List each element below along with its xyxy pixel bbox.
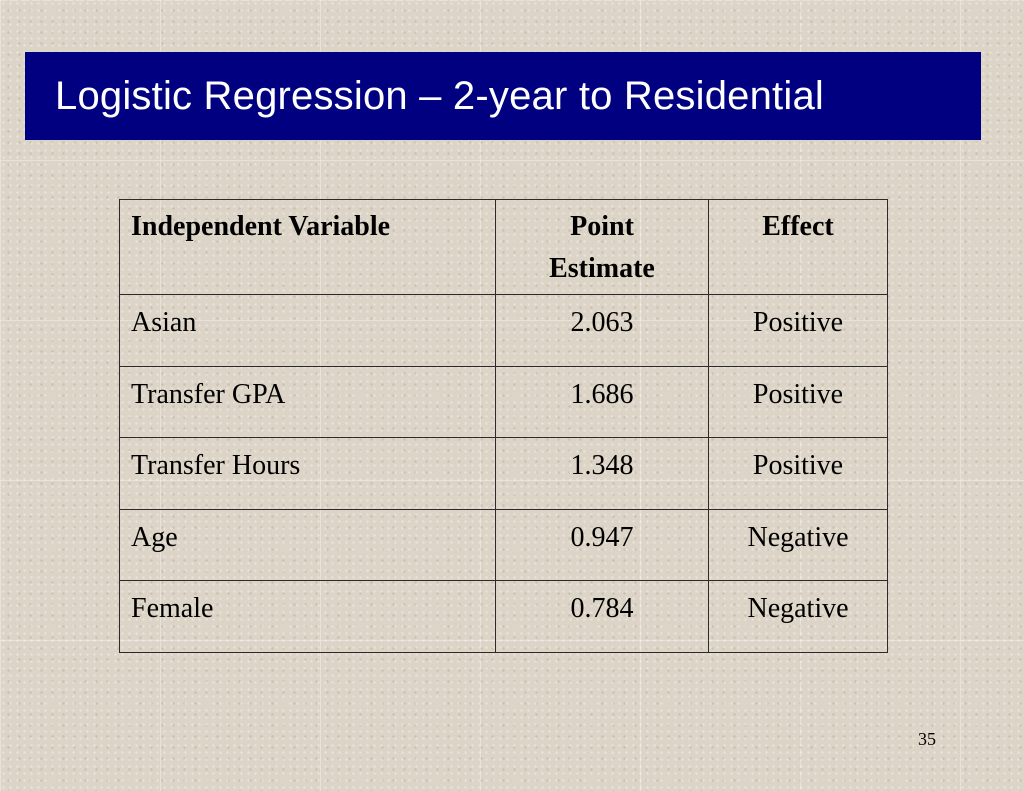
page-number: 35 bbox=[918, 729, 936, 749]
cell-effect: Negative bbox=[708, 508, 888, 582]
cell-variable: Transfer Hours bbox=[119, 437, 496, 510]
regression-table: Independent Variable Point Estimate Effe… bbox=[119, 199, 888, 653]
header-point-estimate-line2: Estimate bbox=[549, 253, 655, 284]
cell-estimate: 0.784 bbox=[495, 580, 709, 653]
table-row: Female 0.784 Negative bbox=[119, 580, 888, 653]
cell-effect: Negative bbox=[708, 580, 888, 653]
cell-variable: Transfer GPA bbox=[119, 365, 496, 439]
table-row: Transfer Hours 1.348 Positive bbox=[119, 437, 888, 510]
cell-variable: Age bbox=[119, 508, 496, 582]
cell-variable: Female bbox=[119, 580, 496, 653]
slide-title: Logistic Regression – 2-year to Resident… bbox=[55, 73, 824, 118]
table-row: Asian 2.063 Positive bbox=[119, 294, 888, 367]
table-header-row: Independent Variable Point Estimate Effe… bbox=[119, 199, 888, 295]
title-bar: Logistic Regression – 2-year to Resident… bbox=[25, 52, 981, 140]
cell-effect: Positive bbox=[708, 437, 888, 510]
cell-variable: Asian bbox=[119, 294, 496, 367]
table-row: Age 0.947 Negative bbox=[119, 508, 888, 582]
cell-estimate: 0.947 bbox=[495, 508, 709, 582]
cell-estimate: 1.348 bbox=[495, 437, 709, 510]
header-point-estimate: Point Estimate bbox=[495, 199, 709, 295]
cell-effect: Positive bbox=[708, 294, 888, 367]
header-effect: Effect bbox=[708, 199, 888, 295]
table-row: Transfer GPA 1.686 Positive bbox=[119, 365, 888, 439]
cell-effect: Positive bbox=[708, 365, 888, 439]
header-independent-variable: Independent Variable bbox=[119, 199, 496, 295]
header-point-estimate-line1: Point bbox=[570, 211, 634, 242]
cell-estimate: 1.686 bbox=[495, 365, 709, 439]
cell-estimate: 2.063 bbox=[495, 294, 709, 367]
